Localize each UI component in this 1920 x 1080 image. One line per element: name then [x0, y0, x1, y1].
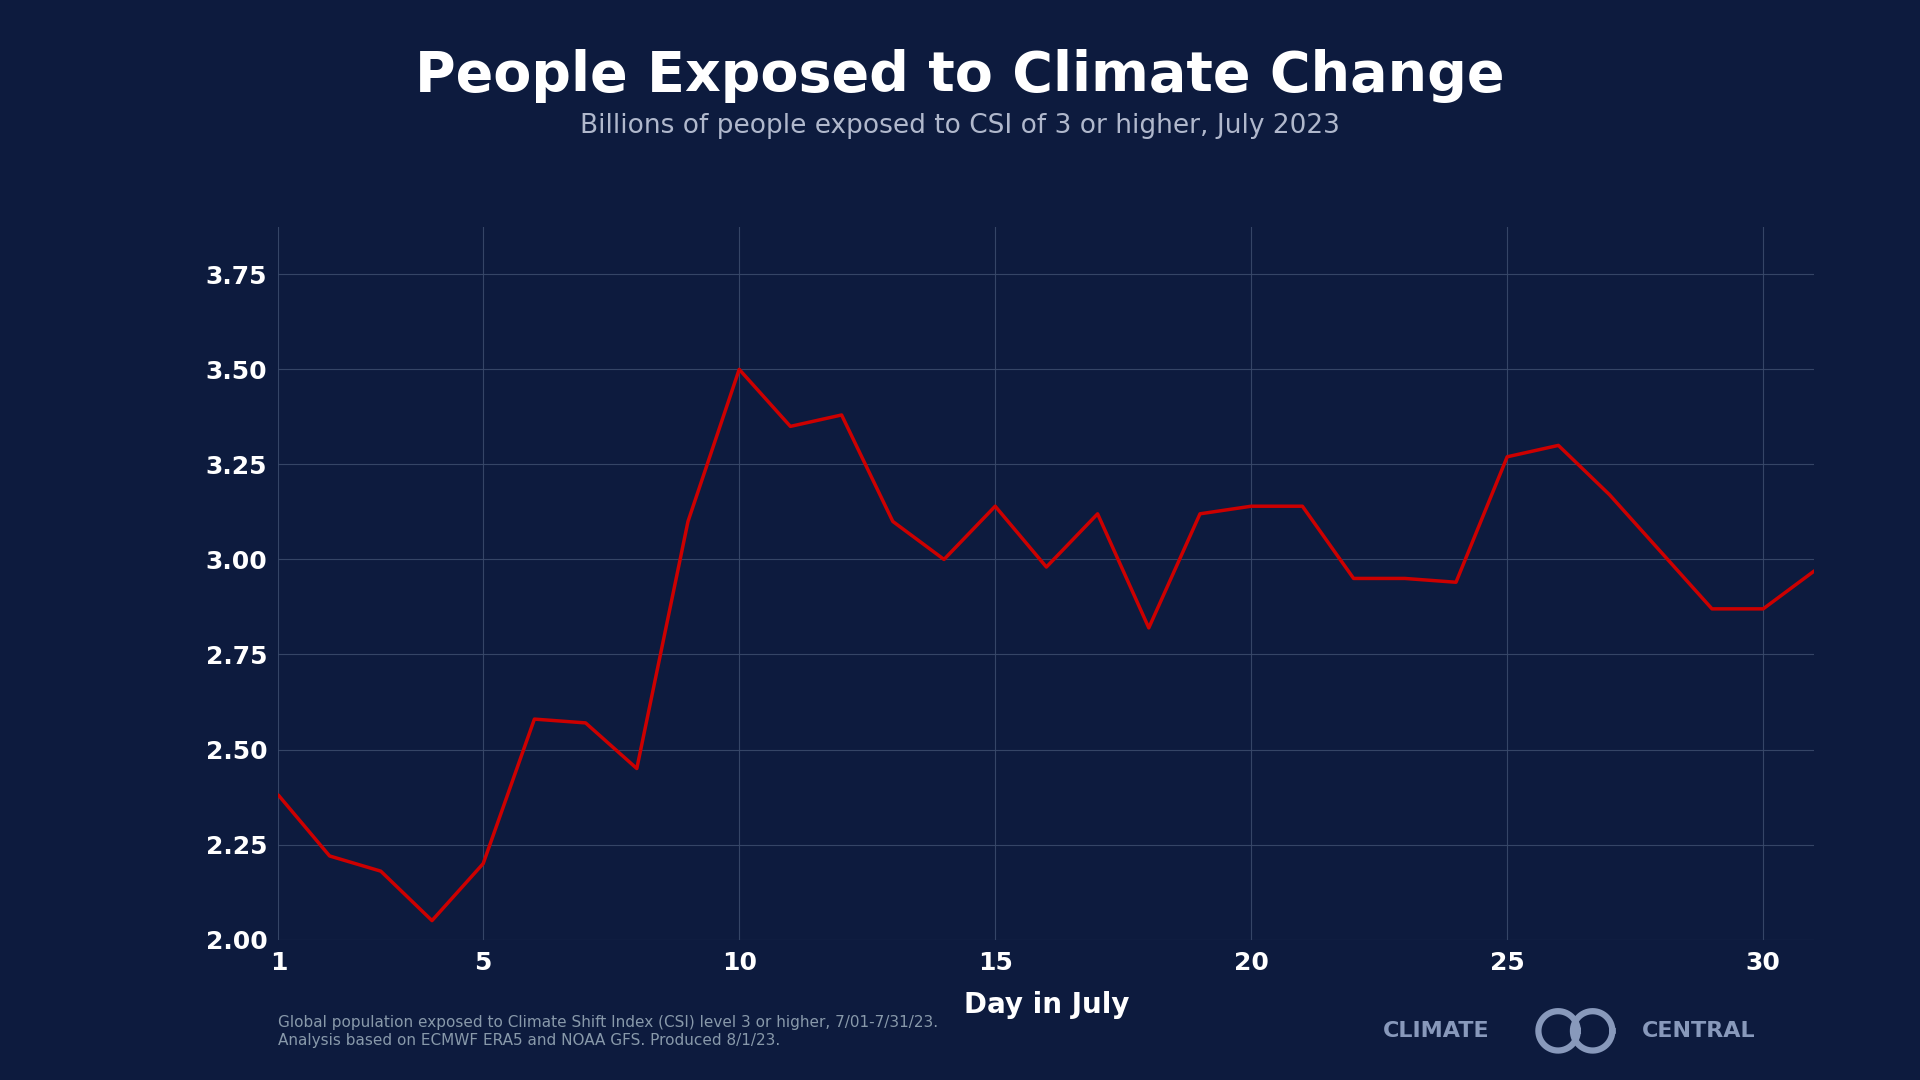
Text: People Exposed to Climate Change: People Exposed to Climate Change	[415, 49, 1505, 103]
Text: CLIMATE: CLIMATE	[1382, 1022, 1490, 1041]
Text: Global population exposed to Climate Shift Index (CSI) level 3 or higher, 7/01-7: Global population exposed to Climate Shi…	[278, 1015, 939, 1048]
Text: Billions of people exposed to CSI of 3 or higher, July 2023: Billions of people exposed to CSI of 3 o…	[580, 113, 1340, 139]
Text: CENTRAL: CENTRAL	[1642, 1022, 1755, 1041]
X-axis label: Day in July: Day in July	[964, 991, 1129, 1020]
